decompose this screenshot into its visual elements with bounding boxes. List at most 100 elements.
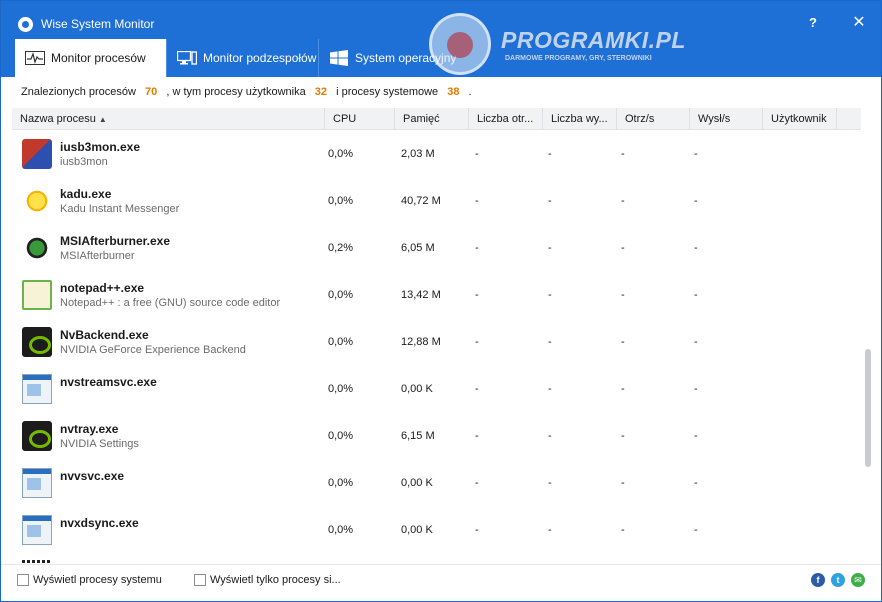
vertical-scrollbar[interactable] [862, 108, 874, 563]
tab-label: Monitor podzespołów [203, 51, 317, 65]
process-description: iusb3mon [60, 156, 108, 168]
received-value: - [621, 289, 625, 301]
handles-value: - [548, 383, 552, 395]
summary-suffix: i procesy systemowe [336, 86, 439, 98]
process-summary: Znalezionych procesów 70 , w tym procesy… [21, 86, 472, 98]
footer-bar: Wyświetl procesy systemu Wyświetl tylko … [1, 564, 881, 601]
generic-window-icon [22, 515, 52, 545]
column-header-memory[interactable]: Pamięć [395, 108, 469, 130]
process-name: NvBackend.exe [60, 328, 149, 342]
cpu-value: 0,0% [328, 336, 354, 348]
sent-value: - [694, 195, 698, 207]
table-row[interactable]: nvtray.exe NVIDIA Settings 0,0% 6,15 M -… [12, 412, 861, 459]
process-description: Kadu Instant Messenger [60, 203, 180, 215]
process-description: NVIDIA Settings [60, 438, 139, 450]
memory-value: 0,00 K [401, 383, 433, 395]
memory-value: 13,42 M [401, 289, 441, 301]
column-header-sent[interactable]: Wysł/s [690, 108, 763, 130]
twitter-icon[interactable]: t [831, 573, 845, 587]
memory-value: 0,00 K [401, 524, 433, 536]
computer-icon [177, 51, 197, 65]
received-value: - [621, 336, 625, 348]
process-name: MSIAfterburner.exe [60, 234, 171, 248]
threads-value: - [475, 430, 479, 442]
tab-hardware-monitor[interactable]: Monitor podzespołów [166, 39, 318, 77]
summary-prefix: Znalezionych procesów [21, 86, 136, 98]
user-count: 32 [314, 86, 328, 98]
threads-value: - [475, 148, 479, 160]
show-system-processes-label[interactable]: Wyświetl procesy systemu [33, 574, 162, 586]
show-user-processes-checkbox[interactable] [194, 574, 206, 586]
tab-label: Monitor procesów [51, 51, 146, 65]
column-header-cpu[interactable]: CPU [325, 108, 395, 130]
memory-value: 40,72 M [401, 195, 441, 207]
table-row[interactable]: kadu.exe Kadu Instant Messenger 0,0% 40,… [12, 177, 861, 224]
mail-icon[interactable]: ✉ [851, 573, 865, 587]
table-row[interactable]: MSIAfterburner.exe MSIAfterburner 0,2% 6… [12, 224, 861, 271]
process-description: MSIAfterburner [60, 250, 135, 262]
summary-middle: , w tym procesy użytkownika [166, 86, 306, 98]
cpu-value: 0,0% [328, 477, 354, 489]
nvidia-icon [22, 327, 52, 357]
memory-value: 2,03 M [401, 148, 435, 160]
handles-value: - [548, 289, 552, 301]
column-header-handles[interactable]: Liczba wy... [543, 108, 617, 130]
process-table: iusb3mon.exe iusb3mon 0,0% 2,03 M - - - … [12, 130, 861, 563]
help-button[interactable]: ? [809, 15, 817, 30]
summary-end: . [468, 86, 472, 98]
process-name: notepad++.exe [60, 281, 145, 295]
received-value: - [621, 430, 625, 442]
threads-value: - [475, 477, 479, 489]
memory-value: 6,05 M [401, 242, 435, 254]
table-row[interactable]: iusb3mon.exe iusb3mon 0,0% 2,03 M - - - … [12, 130, 861, 177]
afterburner-icon [22, 233, 52, 263]
cpu-value: 0,0% [328, 148, 354, 160]
memory-value: 0,00 K [401, 477, 433, 489]
app-logo-icon [18, 17, 33, 32]
received-value: - [621, 477, 625, 489]
handles-value: - [548, 524, 552, 536]
received-value: - [621, 148, 625, 160]
facebook-icon[interactable]: f [811, 573, 825, 587]
notepad-icon [22, 280, 52, 310]
pulse-monitor-icon [25, 51, 45, 65]
table-header: Nazwa procesu ▲ CPU Pamięć Liczba otr... … [12, 108, 861, 130]
column-header-name[interactable]: Nazwa procesu ▲ [12, 108, 325, 130]
process-name: kadu.exe [60, 187, 112, 201]
column-header-threads[interactable]: Liczba otr... [469, 108, 543, 130]
process-description: NVIDIA GeForce Experience Backend [60, 344, 246, 356]
process-name: nvxdsync.exe [60, 516, 139, 530]
show-user-processes-label[interactable]: Wyświetl tylko procesy si... [210, 574, 341, 586]
window-title: Wise System Monitor [41, 17, 155, 31]
sent-value: - [694, 524, 698, 536]
threads-value: - [475, 524, 479, 536]
cpu-value: 0,0% [328, 289, 354, 301]
table-row[interactable]: notepad++.exe Notepad++ : a free (GNU) s… [12, 271, 861, 318]
nvidia-icon [22, 421, 52, 451]
table-row[interactable]: nvstreamsvc.exe 0,0% 0,00 K - - - - [12, 365, 861, 412]
received-value: - [621, 195, 625, 207]
table-row[interactable]: nvvsvc.exe 0,0% 0,00 K - - - - [12, 459, 861, 506]
close-button[interactable]: ✕ [852, 14, 866, 31]
generic-window-icon [22, 468, 52, 498]
cpu-value: 0,0% [328, 383, 354, 395]
smiley-sun-icon [22, 186, 52, 216]
cpu-value: 0,0% [328, 524, 354, 536]
column-header-user[interactable]: Użytkownik [763, 108, 837, 130]
tab-operating-system[interactable]: System operacyjny [318, 39, 482, 77]
scrollbar-thumb[interactable] [865, 349, 871, 467]
column-header-received[interactable]: Otrz/s [617, 108, 690, 130]
watermark-brand: PROGRAMKI.PL [501, 27, 686, 53]
process-name: iusb3mon.exe [60, 140, 141, 154]
generic-window-icon [22, 374, 52, 404]
table-row[interactable]: NvBackend.exe NVIDIA GeForce Experience … [12, 318, 861, 365]
table-row[interactable]: nvxdsync.exe 0,0% 0,00 K - - - - [12, 506, 861, 553]
tab-process-monitor[interactable]: Monitor procesów [15, 39, 166, 77]
threads-value: - [475, 289, 479, 301]
memory-value: 6,15 M [401, 430, 435, 442]
usb-icon [22, 139, 52, 169]
show-system-processes-checkbox[interactable] [17, 574, 29, 586]
sent-value: - [694, 430, 698, 442]
received-value: - [621, 524, 625, 536]
handles-value: - [548, 242, 552, 254]
